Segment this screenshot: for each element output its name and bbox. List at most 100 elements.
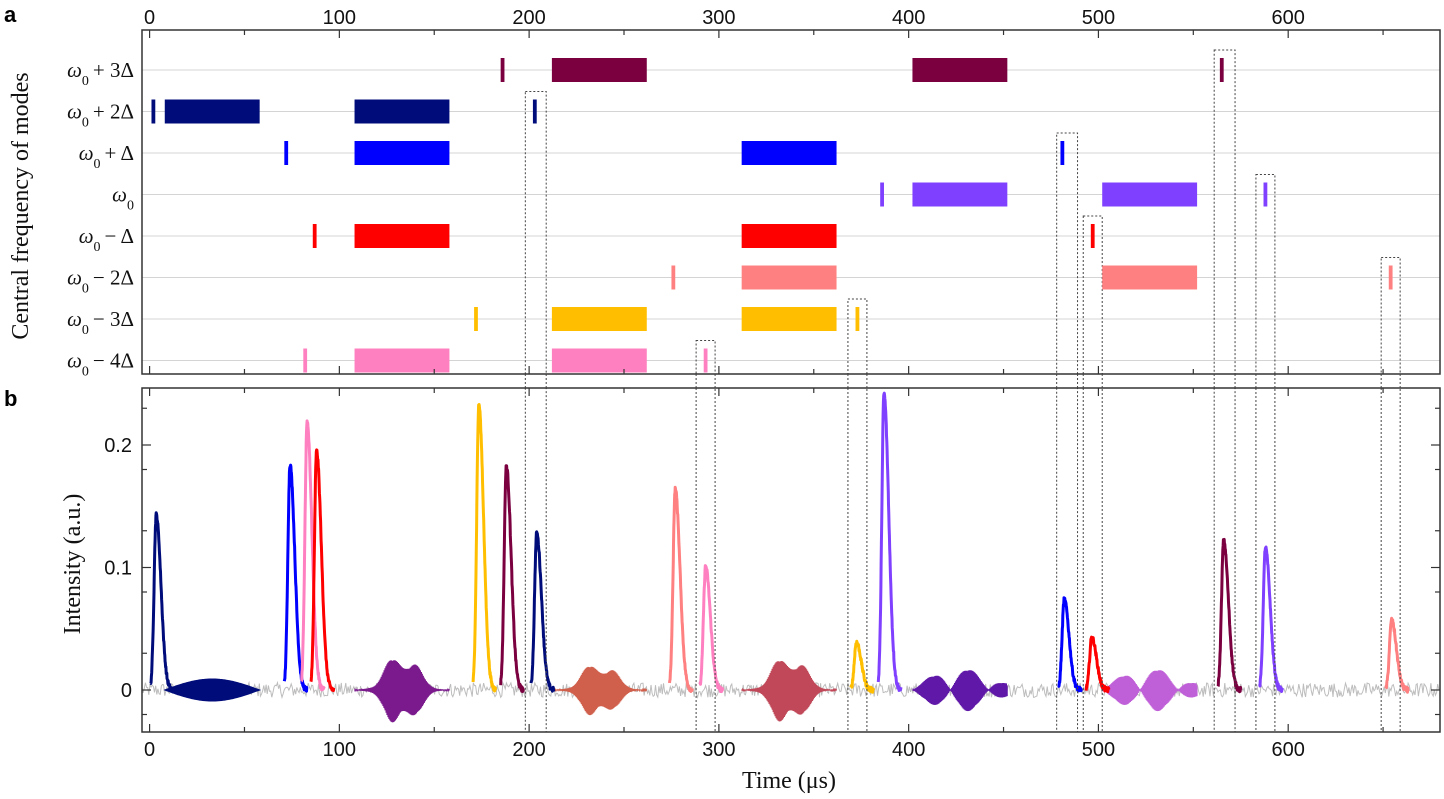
occupancy-bar-mode-3-3 — [1263, 182, 1268, 207]
occupancy-bar-mode-3-2 — [1102, 182, 1198, 207]
pulse-13 — [1216, 537, 1243, 694]
mode-label-5: ω0− 2Δ — [67, 266, 134, 297]
pulse-11 — [1057, 596, 1083, 693]
panel-a-x-tick-label: 600 — [1271, 7, 1304, 29]
occupancy-bar-mode-1-3 — [532, 99, 537, 124]
occupancy-bar-mode-7-1 — [354, 348, 450, 373]
panel-b-y-tick-label: 0 — [121, 680, 132, 702]
panel-a-chart: 0 100 200 300 400 500 600 ω0 + 3Δ ω0 + 2Δ ω0 + Δ ω0 ω… — [8, 7, 1441, 380]
burst-5 — [1102, 670, 1198, 712]
pulse-0 — [149, 511, 175, 694]
panel-b-y-axis-title: Intensity (a.u.) — [60, 494, 86, 635]
pulse-10 — [876, 391, 903, 692]
window-box-a-5 — [1213, 49, 1236, 375]
pulse-9 — [849, 639, 875, 694]
pulse-3 — [309, 448, 336, 693]
panel-a-x-tick-label: 200 — [512, 7, 545, 29]
burst-2 — [551, 666, 648, 716]
occupancy-bar-mode-5-3 — [1388, 265, 1393, 290]
occupancy-bar-mode-7-0 — [303, 348, 308, 373]
window-box-b-7 — [1380, 387, 1401, 733]
window-box-b-0 — [524, 387, 547, 733]
panel-a-x-tick-label: 500 — [1082, 7, 1115, 29]
occupancy-bar-mode-3-1 — [912, 182, 1008, 207]
window-box-a-0 — [524, 91, 547, 375]
mode-label-7: ω0− 4Δ — [67, 349, 134, 380]
pulse-12 — [1084, 635, 1111, 694]
occupancy-bar-mode-4-3 — [1090, 224, 1095, 248]
mode-label-0: ω0 + 3Δ — [67, 58, 134, 89]
panel-b-chart: 0 100 200 300 400 500 600 0 0.1 0.2 Intensity (a… — [60, 387, 1441, 794]
pulse-7 — [668, 485, 694, 693]
window-box-a-6 — [1255, 174, 1276, 375]
pulse-15 — [1384, 616, 1410, 694]
mode-label-2: ω0 + Δ — [79, 141, 134, 172]
pulse-4 — [471, 403, 498, 693]
occupancy-bar-mode-7-2 — [551, 348, 647, 373]
window-box-b-1 — [695, 387, 716, 733]
burst-0 — [163, 678, 262, 702]
occupancy-bar-mode-3-0 — [880, 182, 884, 207]
mode-label-3: ω0 — [112, 183, 134, 214]
occupancy-bar-mode-6-2 — [741, 307, 837, 331]
pulse-14 — [1258, 545, 1284, 693]
panel-a-x-tick-label: 400 — [892, 7, 925, 29]
occupancy-bar-mode-2-0 — [284, 141, 289, 165]
occupancy-bar-mode-5-2 — [1102, 265, 1198, 290]
panel-b-x-tick-label: 500 — [1082, 739, 1115, 761]
panel-b-y-tick-label: 0.1 — [104, 558, 132, 580]
window-box-a-4 — [1082, 215, 1103, 375]
mode-label-1: ω0 + 2Δ — [67, 100, 134, 131]
occupancy-bar-mode-0-2 — [912, 58, 1008, 82]
panel-b-x-tick-label: 400 — [892, 739, 925, 761]
burst-1 — [354, 660, 450, 723]
panel-b-x-axis-title: Time (μs) — [742, 768, 836, 794]
occupancy-bar-mode-5-1 — [741, 265, 837, 290]
mode-label-4: ω0− Δ — [79, 224, 134, 255]
occupancy-bar-mode-1-1 — [164, 99, 260, 124]
occupancy-bar-mode-5-0 — [671, 265, 676, 290]
pulse-8 — [698, 564, 725, 694]
panel-b-x-tick-label: 200 — [512, 739, 545, 761]
occupancy-bar-mode-2-2 — [741, 141, 837, 165]
panel-a-y-axis-title: Central frequency of modes — [8, 72, 34, 339]
occupancy-bar-mode-4-0 — [312, 224, 317, 248]
mode-label-6: ω0− 3Δ — [67, 307, 134, 338]
window-box-a-3 — [1056, 132, 1079, 375]
burst-4 — [912, 670, 1008, 712]
pulse-5 — [499, 464, 525, 693]
window-connectors — [524, 374, 1401, 388]
occupancy-bar-mode-0-1 — [551, 58, 647, 82]
pulse-6 — [529, 530, 556, 693]
panel-b-x-tick-label: 600 — [1271, 739, 1304, 761]
window-box-a-2 — [847, 298, 868, 375]
occupancy-bar-mode-2-3 — [1060, 141, 1065, 165]
panel-b-x-tick-label: 100 — [323, 739, 356, 761]
occupancy-bar-mode-6-1 — [551, 307, 647, 331]
occupancy-bar-mode-0-3 — [1219, 58, 1224, 82]
occupancy-bar-mode-0-0 — [500, 58, 505, 82]
panel-a-x-tick-label: 300 — [702, 7, 735, 29]
pulse-1 — [282, 463, 309, 693]
occupancy-bar-mode-1-2 — [354, 99, 450, 124]
occupancy-bar-mode-1-0 — [151, 99, 156, 124]
occupancy-bar-mode-4-2 — [741, 224, 837, 248]
occupancy-bar-mode-7-3 — [703, 348, 708, 373]
panel-a-letter: a — [4, 2, 17, 27]
occupancy-bar-mode-4-1 — [354, 224, 450, 248]
panel-a-x-tick-label: 0 — [144, 7, 155, 29]
panel-b-y-tick-label: 0.2 — [104, 435, 132, 457]
occupancy-bar-mode-6-0 — [474, 307, 478, 331]
occupancy-bar-mode-2-1 — [354, 141, 450, 165]
panel-a-x-tick-label: 100 — [323, 7, 356, 29]
panel-b-frame — [141, 387, 1441, 733]
panel-a-frame — [141, 29, 1441, 375]
occupancy-bar-mode-6-3 — [855, 307, 860, 331]
panel-b-x-tick-label: 0 — [144, 739, 155, 761]
window-box-b-3 — [1056, 387, 1079, 733]
panel-b-letter: b — [4, 386, 17, 411]
window-box-b-5 — [1213, 387, 1236, 733]
panel-b-x-tick-label: 300 — [702, 739, 735, 761]
burst-3 — [741, 660, 837, 722]
